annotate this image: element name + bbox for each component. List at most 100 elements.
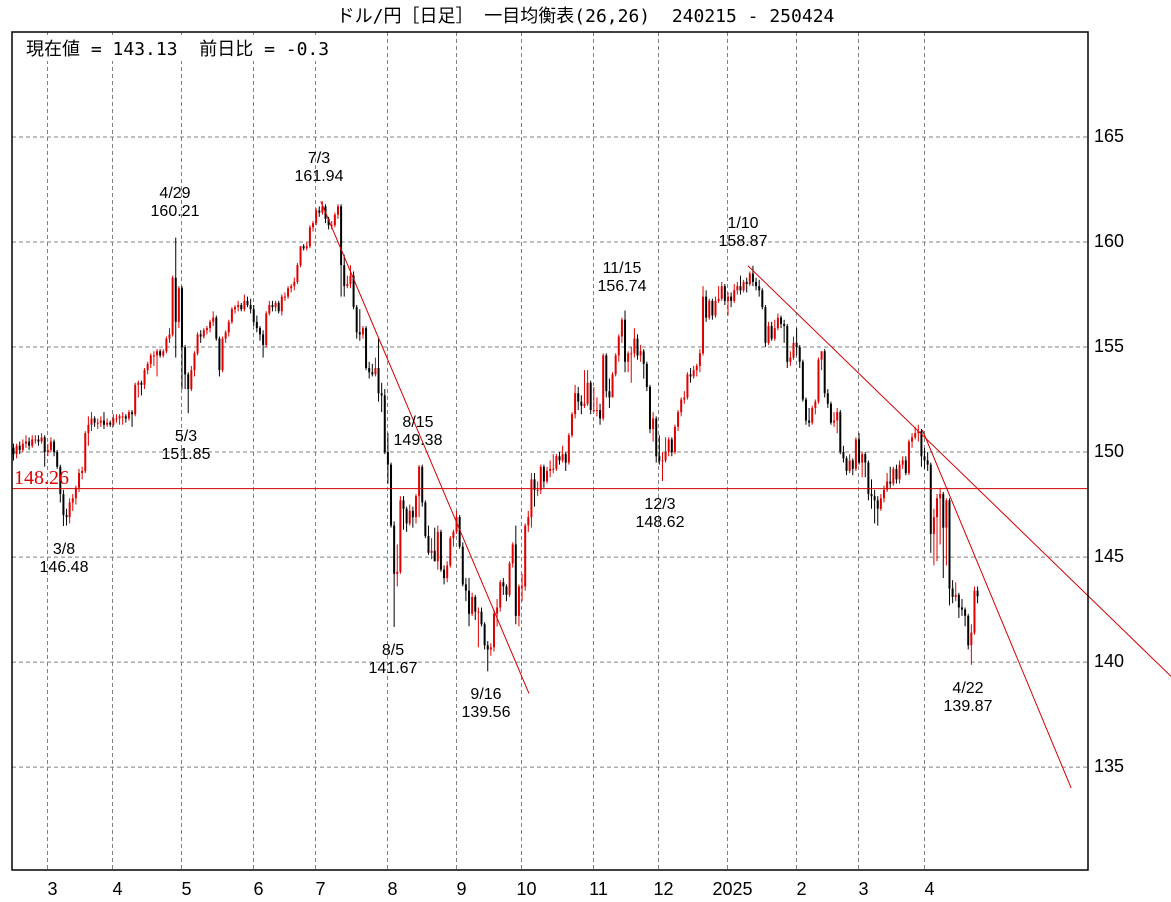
candle-down [957, 592, 960, 618]
x-tick-label: 7 [315, 879, 326, 899]
candle-down [277, 300, 280, 314]
candle-body [764, 307, 767, 343]
candle-down [845, 456, 848, 476]
candle-body [733, 290, 736, 301]
candle-up [595, 397, 598, 417]
candle-up [489, 643, 492, 656]
candle-body [730, 296, 733, 301]
candle-body [767, 326, 770, 343]
candle-body [617, 336, 620, 356]
candle-up [970, 624, 973, 665]
candle-body [917, 431, 920, 434]
candle-body [736, 286, 739, 291]
y-tick-label: 150 [1094, 441, 1125, 462]
candle-body [642, 351, 645, 364]
candle-body [558, 456, 561, 461]
candle-down [380, 382, 383, 413]
candle-body [21, 443, 24, 450]
candle-body [780, 317, 783, 324]
candle-body [390, 464, 393, 526]
candle-up [886, 473, 889, 492]
x-tick-label: 3 [858, 879, 869, 899]
candle-down [964, 607, 967, 627]
candle-body [673, 426, 676, 453]
candle-body [180, 288, 183, 348]
candle-up [40, 433, 43, 444]
candle-down [480, 607, 483, 627]
candle-up [683, 391, 686, 404]
candle-down [427, 525, 430, 555]
candle-body [954, 594, 957, 597]
candle-body [321, 206, 324, 213]
candle-down [124, 414, 127, 423]
candle-body [262, 334, 265, 345]
candle-body [611, 374, 614, 398]
candle-body [461, 546, 464, 585]
candle-body [614, 355, 617, 375]
candle-up [620, 317, 623, 343]
candle-body [795, 342, 798, 348]
candle-up [717, 286, 720, 303]
candle-up [611, 372, 614, 398]
candle-body [773, 328, 776, 339]
candle-body [59, 466, 62, 495]
candle-body [533, 479, 536, 490]
candle-down [184, 344, 187, 390]
candle-body [112, 418, 115, 425]
candle-down [199, 330, 202, 343]
candle-up [414, 494, 417, 524]
candle-down [605, 353, 608, 398]
candle-body [209, 321, 212, 329]
candle-body [134, 384, 137, 415]
candle-body [633, 338, 636, 354]
candle-body [283, 296, 286, 298]
candle-down [895, 464, 898, 484]
candle-body [433, 550, 436, 562]
candle-up [333, 212, 336, 228]
candle-up [168, 328, 171, 343]
candle-body [28, 441, 31, 446]
candle-body [702, 296, 705, 354]
candle-body [692, 370, 695, 377]
annotation-high: 7/3 161.94 [294, 150, 344, 185]
candle-down [218, 336, 221, 377]
candle-up [374, 357, 377, 377]
candle-down [645, 361, 648, 392]
candle-down [433, 527, 436, 562]
candle-down [648, 384, 651, 434]
candle-down [780, 315, 783, 329]
candle-body [599, 410, 602, 419]
candle-body [683, 397, 686, 400]
candle-body [926, 460, 929, 465]
candle-body [539, 466, 542, 490]
candle-body [131, 412, 134, 415]
candle-up [308, 225, 311, 249]
candle-up [346, 275, 349, 289]
candle-down [929, 462, 932, 553]
x-tick-label: 10 [516, 879, 537, 899]
candle-up [811, 405, 814, 425]
candle-down [443, 565, 446, 585]
candle-body [258, 328, 261, 335]
candle-up [68, 498, 71, 524]
candle-body [936, 498, 939, 518]
candle-body [43, 437, 46, 453]
candle-body [508, 563, 511, 595]
candle-body [99, 420, 102, 423]
candle-up [293, 277, 296, 291]
candle-up [283, 292, 286, 301]
candle-body [711, 300, 714, 316]
candle-body [555, 456, 558, 469]
candle-body [889, 481, 892, 484]
candle-up [932, 508, 935, 566]
candle-down [948, 498, 951, 606]
candle-down [358, 309, 361, 341]
candle-down [751, 265, 754, 287]
candle-body [152, 355, 155, 357]
candle-up [396, 544, 399, 587]
candle-down [486, 641, 489, 672]
candle-down [174, 237, 177, 358]
candle-body [165, 338, 168, 352]
candle-up [592, 386, 595, 413]
candle-body [361, 328, 364, 335]
